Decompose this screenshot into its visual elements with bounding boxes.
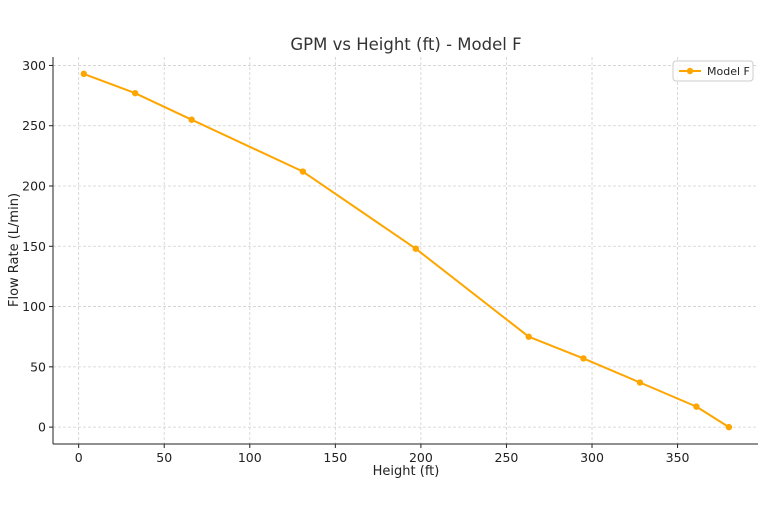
chart-title: GPM vs Height (ft) - Model F xyxy=(290,35,521,54)
x-tick-label: 0 xyxy=(75,450,83,465)
data-point xyxy=(412,245,419,252)
data-point xyxy=(80,70,88,78)
legend-box xyxy=(672,60,754,82)
y-tick-label: 200 xyxy=(22,179,46,194)
y-tick-label: 100 xyxy=(22,299,46,314)
y-tick-label: 250 xyxy=(22,118,46,133)
y-tick-label: 150 xyxy=(22,239,46,254)
data-point xyxy=(693,403,700,410)
x-tick-label: 100 xyxy=(238,450,262,465)
data-point xyxy=(725,423,733,431)
axes xyxy=(52,57,758,445)
x-tick-label: 50 xyxy=(156,450,172,465)
series-layer xyxy=(80,70,733,431)
x-tick-label: 150 xyxy=(323,450,347,465)
y-axis-label: Flow Rate (L/min) xyxy=(7,193,22,307)
data-point xyxy=(525,333,532,340)
x-tick-label: 250 xyxy=(495,450,519,465)
x-tick-label: 350 xyxy=(666,450,690,465)
x-tick-label: 200 xyxy=(409,450,433,465)
legend-label: Model F xyxy=(707,65,750,78)
data-point xyxy=(299,168,307,175)
data-point xyxy=(188,116,195,123)
series-line xyxy=(82,72,730,429)
x-tick-label: 300 xyxy=(580,450,604,465)
legend: Model F xyxy=(672,60,754,82)
data-point xyxy=(131,89,139,97)
y-tick-label: 300 xyxy=(22,58,46,73)
y-tick-label: 50 xyxy=(30,359,46,374)
grid-lines xyxy=(53,57,758,444)
tick-labels: 0 50 100 150 200 250 300 350 0 50 100 150 200 250 300 xyxy=(22,58,689,465)
y-tick-label: 0 xyxy=(38,420,46,435)
legend-marker xyxy=(686,67,694,75)
x-axis-label: Height (ft) xyxy=(373,464,440,479)
data-point xyxy=(580,355,587,362)
data-point xyxy=(636,379,644,386)
